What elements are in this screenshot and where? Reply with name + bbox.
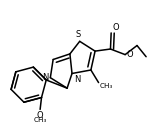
Text: O: O [113,23,119,32]
Text: O: O [37,111,43,120]
Text: N: N [74,75,80,84]
Text: S: S [75,30,81,39]
Text: O: O [127,50,133,59]
Text: CH₃: CH₃ [100,83,113,89]
Text: CH₃: CH₃ [33,117,47,123]
Text: N: N [42,73,49,82]
